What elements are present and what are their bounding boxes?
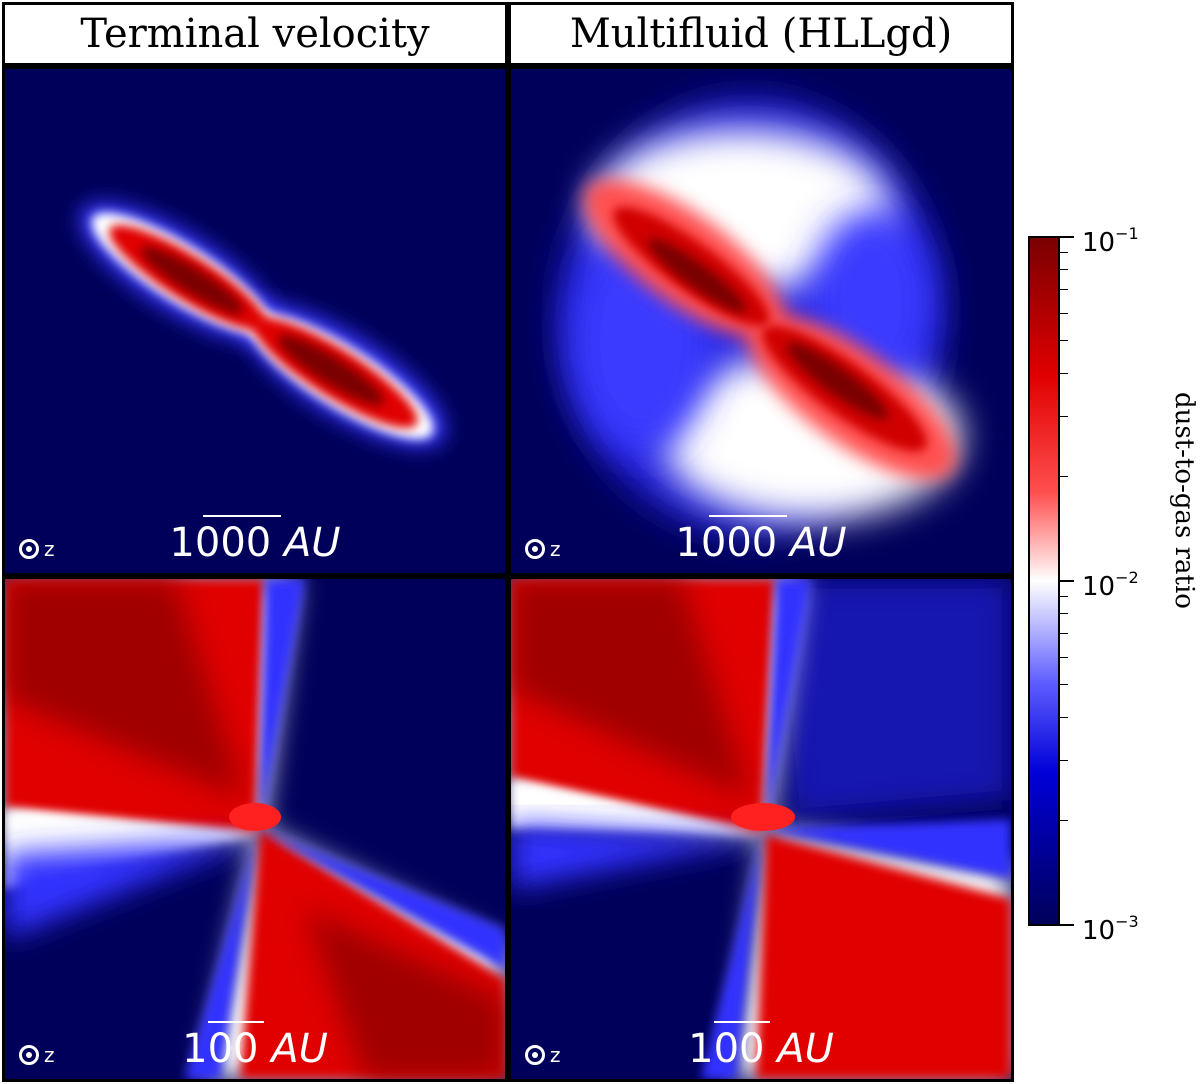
colorbar: 10−1 10−2 10−3 (1028, 226, 1178, 944)
colorbar-minor-tick (1060, 252, 1068, 253)
colorbar-major-tick (1060, 236, 1074, 238)
scale-bar (208, 1021, 264, 1023)
scale-label: 1000 AU (169, 520, 341, 566)
colorbar-tick-label: 10−2 (1082, 568, 1139, 602)
scale-bar (714, 1021, 770, 1023)
scale-bar (203, 515, 281, 517)
scale-label: 100 AU (688, 1026, 834, 1072)
panel-top-left: 1000 AU z (2, 66, 508, 576)
colorbar-major-tick (1060, 580, 1074, 582)
column-header-multifluid: Multifluid (HLLgd) (508, 2, 1014, 66)
colorbar-minor-tick (1060, 476, 1068, 477)
panel-top-right: 1000 AU z (508, 66, 1014, 576)
axis-out-of-page-icon: z (525, 1043, 561, 1067)
colorbar-minor-tick (1060, 340, 1068, 341)
colorbar-tick-label: 10−1 (1082, 224, 1139, 258)
axis-out-of-page-icon: z (525, 537, 561, 561)
colorbar-minor-tick (1060, 289, 1068, 290)
column-header-terminal-velocity: Terminal velocity (2, 2, 508, 66)
colorbar-minor-tick (1060, 760, 1068, 761)
colorbar-minor-tick (1060, 820, 1068, 821)
colorbar-minor-tick (1060, 269, 1068, 270)
colorbar-tick-label: 10−3 (1082, 912, 1139, 946)
colorbar-gradient (1028, 236, 1060, 926)
colorbar-minor-tick (1060, 717, 1068, 718)
colorbar-title: dust-to-gas ratio (1169, 391, 1199, 609)
dust-map-bottom-left (5, 579, 505, 1079)
colorbar-minor-tick (1060, 596, 1068, 597)
colorbar-minor-tick (1060, 633, 1068, 634)
dust-map-top-right (511, 69, 1011, 573)
scale-bar (709, 515, 787, 517)
colorbar-minor-tick (1060, 613, 1068, 614)
panel-bottom-left: 100 AU z (2, 576, 508, 1082)
axis-out-of-page-icon: z (19, 537, 55, 561)
axis-out-of-page-icon: z (19, 1043, 55, 1067)
dust-map-bottom-right (511, 579, 1011, 1079)
dust-map-top-left (5, 69, 505, 573)
scale-label: 100 AU (182, 1026, 328, 1072)
colorbar-minor-tick (1060, 684, 1068, 685)
colorbar-minor-tick (1060, 657, 1068, 658)
colorbar-minor-tick (1060, 373, 1068, 374)
panel-bottom-right: 100 AU z (508, 576, 1014, 1082)
colorbar-minor-tick (1060, 313, 1068, 314)
colorbar-major-tick (1060, 924, 1074, 926)
colorbar-minor-tick (1060, 416, 1068, 417)
scale-label: 1000 AU (675, 520, 847, 566)
